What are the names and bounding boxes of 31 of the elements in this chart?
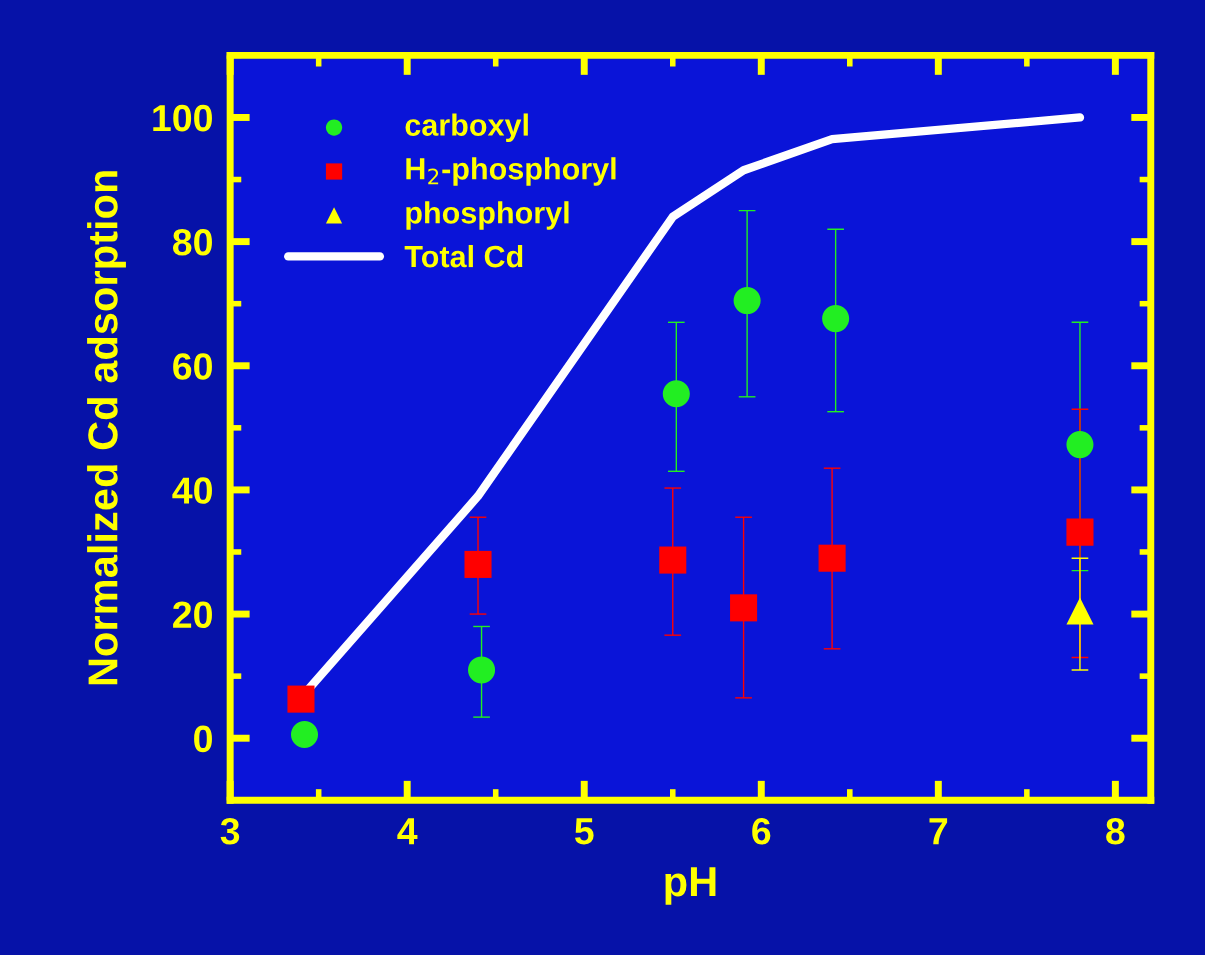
x-tick-label: 6 xyxy=(752,817,771,845)
point xyxy=(468,656,496,684)
y-tick-label: 60 xyxy=(173,353,212,380)
y-tick-label: 80 xyxy=(172,229,212,256)
point xyxy=(818,544,846,572)
point xyxy=(822,305,850,333)
point xyxy=(287,685,315,713)
x-tick-label: 7 xyxy=(929,818,948,845)
point xyxy=(290,720,319,749)
x-tick-label: 8 xyxy=(1106,817,1125,845)
x-tick-label: 5 xyxy=(574,818,594,845)
y-axis-title: Normalized Cd adsorption xyxy=(87,171,126,685)
y-tick-label: 20 xyxy=(173,601,212,629)
point xyxy=(464,550,492,578)
point xyxy=(733,287,761,315)
x-axis-title: pH xyxy=(665,867,716,905)
point xyxy=(730,594,758,622)
y-tick-label: 40 xyxy=(172,477,212,504)
x-tick-label: 4 xyxy=(397,818,418,845)
x-tick-label: 3 xyxy=(220,817,240,845)
point xyxy=(1066,597,1094,625)
point xyxy=(662,380,690,408)
legend-label: phosphoryl xyxy=(406,201,569,230)
legend-label: carboxyl xyxy=(405,113,528,142)
point xyxy=(659,546,687,574)
y-tick-label: 0 xyxy=(194,725,212,753)
point xyxy=(1066,431,1094,459)
legend-label: H$_{2}$-phosphoryl xyxy=(406,157,616,186)
legend-label: Total Cd xyxy=(404,244,523,268)
point xyxy=(1066,518,1094,546)
y-tick-label: 100 xyxy=(153,104,212,132)
